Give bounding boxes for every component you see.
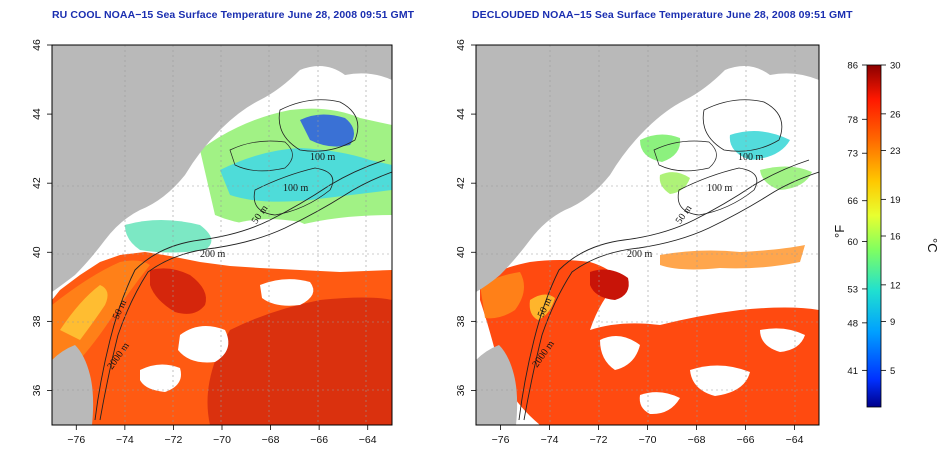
left-cloud-2 xyxy=(260,279,314,306)
left-hot-core xyxy=(150,268,206,314)
left-x-tick-label: −70 xyxy=(213,434,231,446)
left-contour-shelf xyxy=(94,159,386,421)
left-cyan-north xyxy=(220,148,392,202)
right-x-tick-label: −64 xyxy=(786,434,804,446)
left-teal-mid xyxy=(125,220,212,253)
celsius-tick-label: 30 xyxy=(890,61,901,72)
left-label-100m-a: 100 m xyxy=(310,152,336,163)
right-y-tick-label: 36 xyxy=(455,384,467,396)
left-contour-200 xyxy=(99,171,392,421)
right-axes: −76 −74 −72 −70 −68 −66 −64 46 44 42 40 38 36 xyxy=(455,39,804,446)
right-label-200m: 200 m xyxy=(627,249,653,260)
right-land-peninsula xyxy=(476,345,518,425)
right-green-north xyxy=(640,134,681,162)
fahrenheit-tick-label: 41 xyxy=(847,366,858,377)
right-y-tick-label: 40 xyxy=(455,246,467,258)
left-blue-patch xyxy=(300,114,354,147)
celsius-tick-label: 16 xyxy=(890,232,901,243)
left-cloud-1 xyxy=(178,326,229,363)
left-x-tick-label: −68 xyxy=(262,434,280,446)
right-x-tick-label: −76 xyxy=(492,434,510,446)
left-y-tick-label: 46 xyxy=(31,39,43,51)
right-grid xyxy=(476,45,819,425)
right-clear-3 xyxy=(760,328,805,352)
left-hot-south xyxy=(207,297,392,425)
left-x-tick-label: −74 xyxy=(116,434,134,446)
left-y-tick-label: 44 xyxy=(31,108,43,120)
left-x-tick-label: −66 xyxy=(310,434,328,446)
left-contour-gulf xyxy=(278,99,359,152)
right-panel-title: DECLOUDED NOAA−15 Sea Surface Temperatur… xyxy=(472,9,853,21)
fahrenheit-tick-label: 66 xyxy=(847,196,858,207)
celsius-tick-label: 19 xyxy=(890,195,901,206)
left-axes: −76 −74 −72 −70 −68 −66 −64 46 44 42 40 38 36 xyxy=(31,39,377,446)
right-clear-4 xyxy=(639,392,680,415)
right-green-east xyxy=(760,166,812,190)
right-clear-1 xyxy=(600,336,640,370)
right-orange-band xyxy=(480,272,524,319)
right-contour-200 xyxy=(523,171,819,421)
left-contour-bank xyxy=(253,167,334,216)
left-contour-inner xyxy=(229,140,293,172)
left-label-100m-b: 100 m xyxy=(283,183,309,194)
right-contour-bank xyxy=(677,167,758,216)
right-y-tick-label: 44 xyxy=(455,108,467,120)
right-map-panel: 100 m 100 m 50 m 200 m 50 m 2000 m xyxy=(476,45,819,425)
fahrenheit-tick-label: 78 xyxy=(847,115,858,126)
right-y-tick-label: 38 xyxy=(455,315,467,327)
right-x-tick-label: −72 xyxy=(590,434,608,446)
celsius-tick-label: 12 xyxy=(890,280,901,291)
right-x-tick-label: −66 xyxy=(737,434,755,446)
fahrenheit-tick-label: 60 xyxy=(847,237,858,248)
colorbar xyxy=(866,64,882,408)
right-y-tick-label: 46 xyxy=(455,39,467,51)
left-y-tick-label: 36 xyxy=(31,384,43,396)
left-land-peninsula xyxy=(52,345,94,425)
left-y-tick-label: 40 xyxy=(31,246,43,258)
celsius-tick-label: 5 xyxy=(890,366,895,377)
left-label-200m: 200 m xyxy=(200,249,226,260)
right-contour-shelf xyxy=(518,159,810,421)
fahrenheit-tick-label: 53 xyxy=(847,284,858,295)
right-x-tick-label: −70 xyxy=(639,434,657,446)
fahrenheit-tick-label: 86 xyxy=(847,61,858,72)
left-grid xyxy=(52,45,392,425)
celsius-tick-label: 23 xyxy=(890,146,901,157)
fahrenheit-label: °F xyxy=(832,225,847,238)
left-map-panel: 100 m 100 m 50 m 200 m 50 m 2000 m xyxy=(52,45,392,425)
left-yellow-coastal xyxy=(60,285,108,340)
celsius-tick-label: 26 xyxy=(890,109,901,120)
left-x-tick-label: −72 xyxy=(165,434,183,446)
right-contour-inner xyxy=(653,140,717,172)
left-panel-title: RU COOL NOAA−15 Sea Surface Temperature … xyxy=(52,9,415,21)
right-yellow-coastal xyxy=(529,294,555,320)
left-land xyxy=(52,45,392,292)
right-land xyxy=(476,45,819,292)
right-cyan-north xyxy=(729,131,790,160)
left-x-tick-label: −64 xyxy=(359,434,377,446)
right-orange-east xyxy=(660,245,805,270)
right-x-tick-label: −74 xyxy=(541,434,559,446)
right-label-100m-a: 100 m xyxy=(738,152,764,163)
right-label-100m-b: 100 m xyxy=(707,183,733,194)
fahrenheit-tick-label: 48 xyxy=(847,318,858,329)
right-hot-core xyxy=(590,269,629,300)
left-y-tick-label: 38 xyxy=(31,315,43,327)
celsius-label: °C xyxy=(925,238,940,253)
left-y-tick-label: 42 xyxy=(31,177,43,189)
colorbar-ticks: 30 26 23 19 16 12 9 5 86 78 73 66 60 53 48 41 xyxy=(847,61,900,377)
right-clear-2 xyxy=(690,365,750,396)
left-cloud-3 xyxy=(140,364,181,392)
celsius-tick-label: 9 xyxy=(890,317,895,328)
left-x-tick-label: −76 xyxy=(67,434,85,446)
right-contour-gulf xyxy=(702,99,783,152)
fahrenheit-tick-label: 73 xyxy=(847,149,858,160)
right-x-tick-label: −68 xyxy=(688,434,706,446)
right-y-tick-label: 42 xyxy=(455,177,467,189)
